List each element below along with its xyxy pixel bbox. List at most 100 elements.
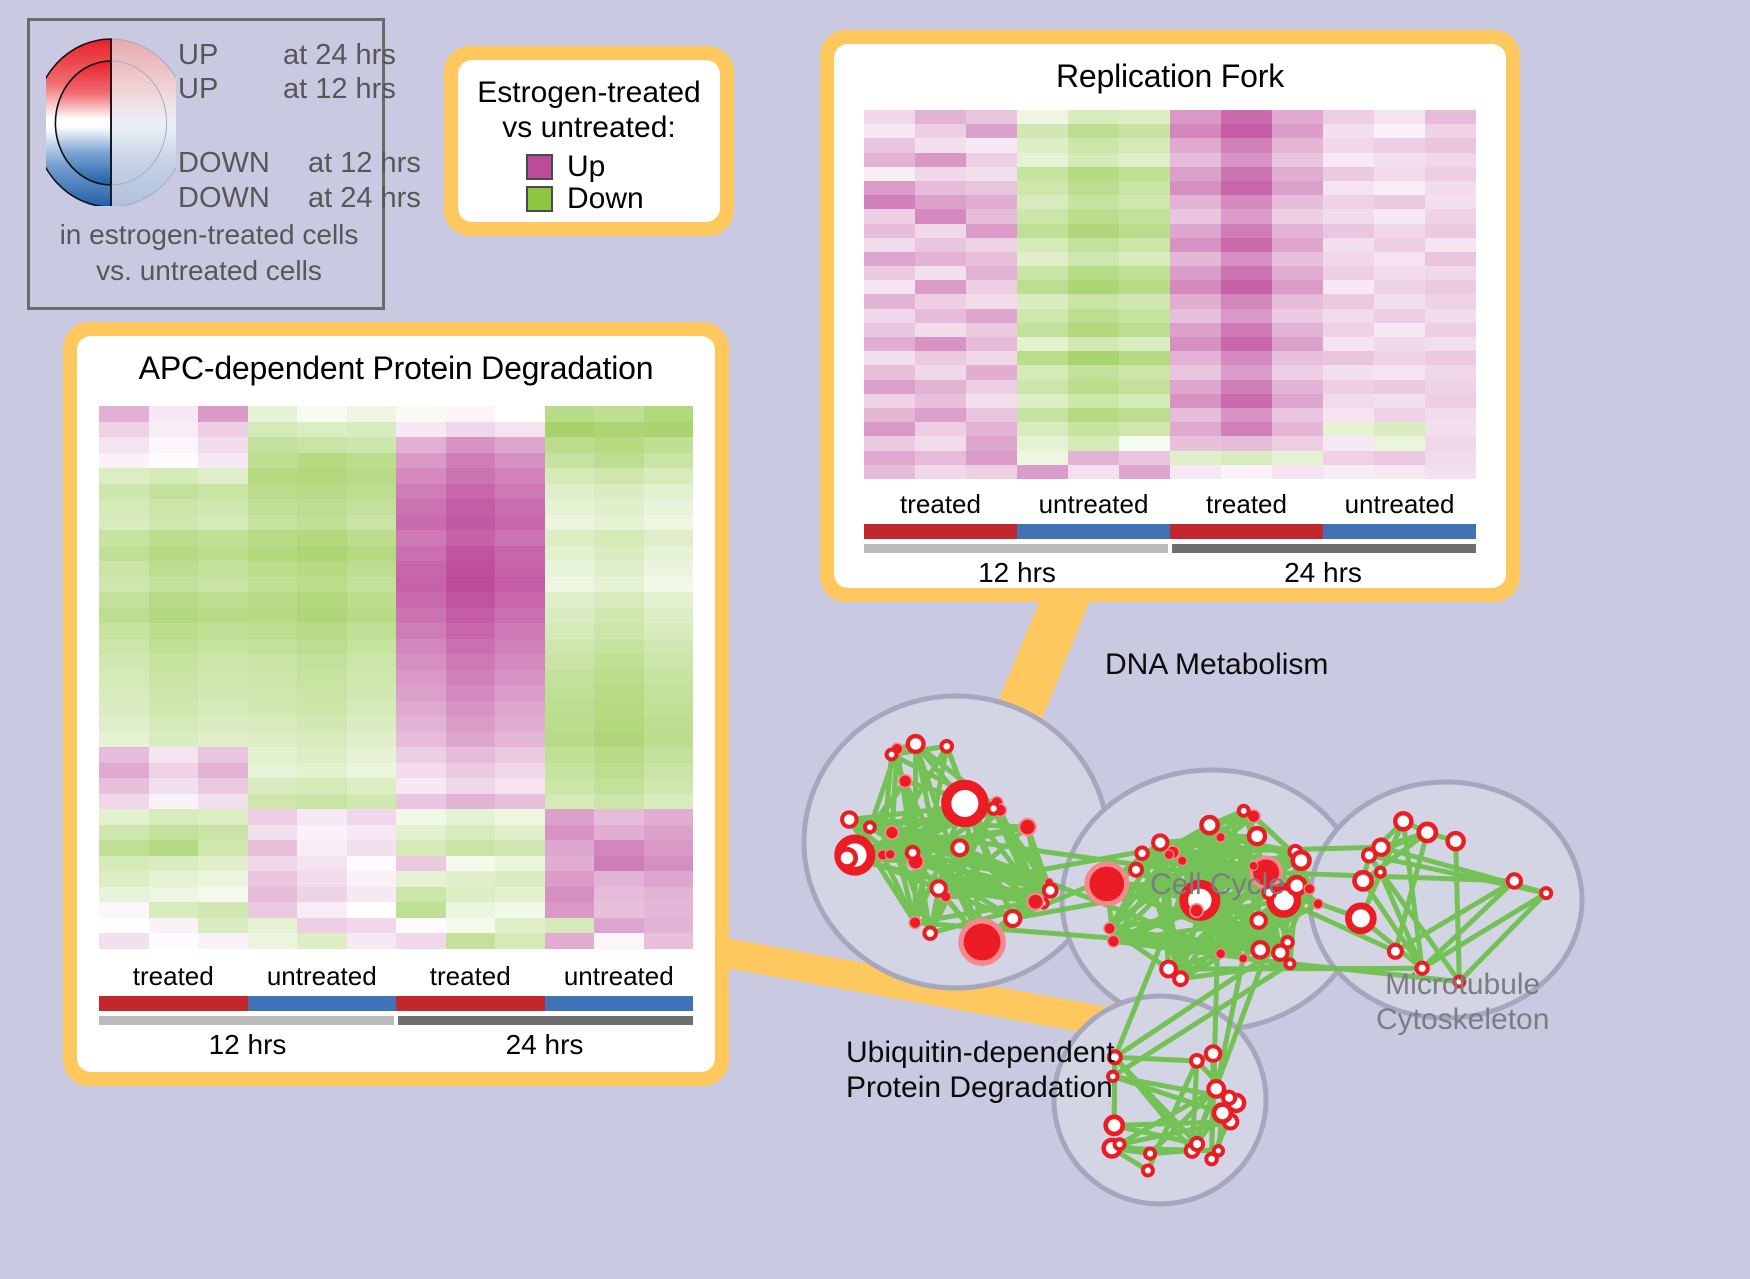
heatmap-cell <box>643 731 693 747</box>
heatmap-cell <box>148 902 198 918</box>
heatmap-cell <box>346 576 396 592</box>
heatmap-cell <box>1170 124 1221 139</box>
network-node <box>1041 881 1059 899</box>
network-node <box>1248 860 1259 871</box>
heatmap-cell <box>544 840 594 856</box>
heatmap-cell <box>1119 209 1170 224</box>
heatmap-cell <box>346 561 396 577</box>
heatmap-cell <box>346 452 396 468</box>
heatmap-cell <box>1323 280 1374 295</box>
network-node <box>1416 821 1439 844</box>
heatmap-cell <box>445 778 495 794</box>
heatmap-cell <box>396 452 446 468</box>
heatmap-cell <box>915 308 966 323</box>
treatment-bar-segment <box>1170 523 1323 539</box>
heatmap-cell <box>544 824 594 840</box>
heatmap-cell <box>445 576 495 592</box>
heatmap-cell <box>544 917 594 933</box>
heatmap-cell <box>643 778 693 794</box>
heatmap-cell <box>495 561 545 577</box>
heatmap-cell <box>544 545 594 561</box>
heatmap-cell <box>1068 237 1119 252</box>
heatmap-cell <box>148 840 198 856</box>
heatmap-cell <box>198 840 248 856</box>
heatmap-cell <box>1068 308 1119 323</box>
heatmap-cell <box>346 778 396 794</box>
heatmap-cell <box>495 793 545 809</box>
heatmap-cell <box>1068 110 1119 125</box>
heatmap-cell <box>445 607 495 623</box>
heatmap-cell <box>198 886 248 902</box>
legend-panel: Estrogen-treated vs untreated: Up Down <box>444 46 734 236</box>
heatmap-cell <box>1119 166 1170 181</box>
treatment-bar-segment <box>99 995 248 1011</box>
heatmap-cell <box>148 716 198 732</box>
heatmap-cell <box>1170 379 1221 394</box>
heatmap-cell <box>297 747 347 763</box>
heatmap-cell <box>297 576 347 592</box>
heatmap-cell <box>966 436 1017 451</box>
heatmap-cell <box>1272 308 1323 323</box>
heatmap-cell <box>915 337 966 352</box>
heatmap-cell <box>1425 223 1476 238</box>
heatmap-cell <box>1221 180 1272 196</box>
heatmap-cell <box>1170 365 1221 380</box>
heatmap-cell <box>346 731 396 747</box>
heatmap-cell <box>1272 110 1323 125</box>
network-node <box>884 747 899 762</box>
heatmap-cell <box>297 638 347 654</box>
apc-axis-labels: treated untreated treated untreated <box>99 961 693 992</box>
heatmap-cell <box>1221 266 1272 281</box>
heatmap-cell <box>445 421 495 437</box>
heatmap-cell <box>198 747 248 763</box>
heatmap-cell <box>198 592 248 608</box>
heatmap-cell <box>1170 251 1221 267</box>
network-label-ubiquitin-protein-degradation: Ubiquitin-dependent Protein Degradation <box>846 1036 1115 1104</box>
heatmap-cell <box>346 902 396 918</box>
heatmap-cell <box>99 871 149 887</box>
heatmap-cell <box>346 933 396 949</box>
heatmap-cell <box>247 902 297 918</box>
heatmap-cell <box>396 669 446 685</box>
heatmap-cell <box>1017 294 1068 309</box>
heatmap-cell <box>148 514 198 530</box>
heatmap-cell <box>1017 124 1068 139</box>
heatmap-cell <box>594 468 644 484</box>
heatmap-cell <box>1374 195 1425 210</box>
heatmap-cell <box>966 337 1017 352</box>
heatmap-cell <box>1374 110 1425 125</box>
heatmap-cell <box>1272 351 1323 366</box>
heatmap-cell <box>247 762 297 778</box>
heatmap-cell <box>643 437 693 453</box>
heatmap-cell <box>915 166 966 181</box>
heatmap-cell <box>1425 379 1476 394</box>
heatmap-group-label: untreated <box>1038 488 1149 519</box>
heatmap-cell <box>1374 393 1425 408</box>
heatmap-cell <box>1272 266 1323 281</box>
heatmap-cell <box>966 209 1017 224</box>
heatmap-cell <box>445 809 495 825</box>
heatmap-cell <box>99 576 149 592</box>
heatmap-cell <box>864 223 915 238</box>
heatmap-cell <box>346 917 396 933</box>
legend-label-up: Up <box>567 149 606 183</box>
heatmap-cell <box>445 669 495 685</box>
heatmap-cell <box>544 514 594 530</box>
heatmap-cell <box>966 152 1017 167</box>
heatmap-cell <box>864 280 915 295</box>
heatmap-cell <box>297 700 347 716</box>
heatmap-cell <box>198 793 248 809</box>
heatmap-cell <box>1221 393 1272 408</box>
heatmap-cell <box>1119 337 1170 352</box>
heatmap-cell <box>396 809 446 825</box>
heatmap-cell <box>594 654 644 670</box>
heatmap-cell <box>1374 266 1425 281</box>
heatmap-cell <box>1272 294 1323 309</box>
heatmap-cell <box>1119 322 1170 337</box>
heatmap-cell <box>1170 280 1221 295</box>
heatmap-cell <box>148 607 198 623</box>
heatmap-cell <box>346 871 396 887</box>
legend-items: Up Down <box>468 149 710 214</box>
heatmap-cell <box>1119 195 1170 210</box>
heatmap-cell <box>99 731 149 747</box>
